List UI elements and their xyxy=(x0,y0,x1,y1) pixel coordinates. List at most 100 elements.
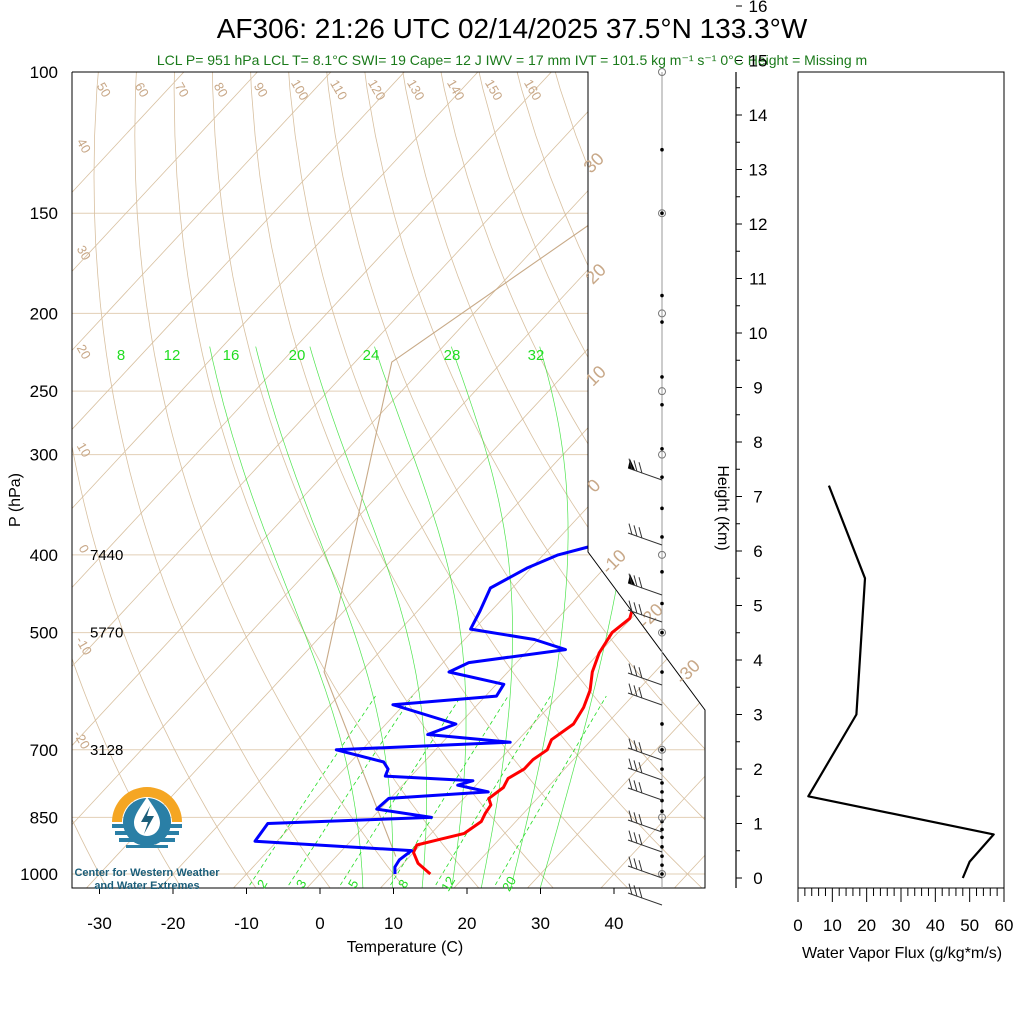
water-vapor-flux-line xyxy=(807,485,995,879)
isotherm-line xyxy=(72,72,586,888)
wind-level-dot xyxy=(660,854,664,858)
wind-barb-feather xyxy=(638,860,643,872)
calm-wind-circle xyxy=(658,387,666,396)
height-tick-label: 2 xyxy=(753,760,762,779)
moist-adiabat-line xyxy=(255,346,394,888)
dry-adiabat-line xyxy=(72,72,110,888)
isotherm-line xyxy=(745,35,1024,891)
pressure-tick-label: 300 xyxy=(30,446,58,465)
temperature-tick-label: 0 xyxy=(315,914,324,933)
wind-barb-feather xyxy=(638,462,643,474)
wind-level-dot xyxy=(660,767,664,771)
isotherm-label-right: 20 xyxy=(582,260,610,288)
wind-barb-feather xyxy=(638,834,643,846)
height-tick-label: 16 xyxy=(749,0,768,16)
moist-adiabat-label: 24 xyxy=(363,347,380,364)
wind-barb-feather xyxy=(638,527,643,539)
wind-level-dot xyxy=(660,747,664,752)
wind-barb-shaft xyxy=(627,892,663,906)
isotherm-line xyxy=(450,72,705,888)
isotherm-line xyxy=(671,72,705,888)
wind-barb-feather xyxy=(628,883,633,895)
wind-barb-feather xyxy=(638,762,643,774)
wind-level-dot xyxy=(660,601,664,606)
temperature-tick-label: -10 xyxy=(234,914,259,933)
wind-barb-feather xyxy=(633,740,638,752)
moist-adiabat-line xyxy=(509,346,569,888)
wind-barb-feather xyxy=(633,460,638,472)
isotherm-line xyxy=(230,72,705,888)
skewt-frame xyxy=(71,71,706,889)
water-drop-sun-logo-icon xyxy=(112,787,182,848)
isotherm-line xyxy=(524,72,705,888)
wind-barb-shaft xyxy=(627,767,663,781)
dry-adiabat-line xyxy=(433,72,705,888)
isotherm-label-right: 10 xyxy=(582,362,610,390)
wind-level-dot xyxy=(660,293,664,298)
height-tick-label: 11 xyxy=(749,270,767,289)
moist-adiabat-label: 20 xyxy=(289,347,306,364)
wind-barb-shaft xyxy=(627,532,663,546)
flux-axis-title: Water Vapor Flux (g/kg*m/s) xyxy=(802,945,1002,962)
wind-barb-shaft xyxy=(627,609,663,623)
calm-wind-circle xyxy=(658,745,666,754)
wind-barb-feather xyxy=(628,778,633,790)
flux-tick-label: 60 xyxy=(995,916,1014,935)
dry-adiabat-label: 140 xyxy=(444,77,468,103)
chart-title: AF306: 21:26 UTC 02/14/2025 37.5°N 133.3… xyxy=(217,13,808,44)
wind-level-dot xyxy=(660,835,664,840)
dry-adiabat-label: 90 xyxy=(251,80,271,100)
wind-barb-feather xyxy=(638,667,643,679)
height-tick-label: 14 xyxy=(749,106,768,125)
wind-barb-shaft xyxy=(627,839,663,853)
calm-wind-circle xyxy=(658,813,666,822)
wind-barb-feather xyxy=(628,663,633,675)
wind-barb-shaft xyxy=(627,747,663,761)
height-tick-label: 10 xyxy=(749,324,768,343)
dry-adiabat-line xyxy=(544,72,705,888)
dry-adiabat-label: 50 xyxy=(94,80,114,100)
pressure-tick-label: 850 xyxy=(30,808,58,827)
wind-level-dot xyxy=(660,446,664,451)
isotherm-line xyxy=(377,72,705,888)
isotherm-label-right: 30 xyxy=(580,149,608,177)
height-tick-label: 15 xyxy=(749,52,768,71)
isotherm-line xyxy=(156,72,705,888)
temperature-tick-label: 40 xyxy=(605,914,624,933)
wind-level-dot xyxy=(660,630,664,635)
wind-level-dot xyxy=(660,320,664,324)
height-tick-label: 0 xyxy=(753,869,762,888)
wind-barb-shaft xyxy=(627,819,663,833)
logo-line1: Center for Western Weather xyxy=(74,867,220,879)
mixing-ratio-line xyxy=(336,695,462,888)
flux-axes: 0 10 20 30 40 50 60 xyxy=(793,888,1013,935)
wind-barb-feather xyxy=(628,830,633,842)
dry-adiabat-line xyxy=(72,72,259,888)
moist-adiabat-line xyxy=(209,346,364,888)
wind-level-dot xyxy=(660,475,664,479)
chart-subtitle: LCL P= 951 hPa LCL T= 8.1°C SWI= 19 Cape… xyxy=(157,52,867,68)
flux-tick-label: 50 xyxy=(960,916,979,935)
wind-barb-feather xyxy=(638,887,643,899)
isotherm-line xyxy=(72,72,439,888)
isotherm-label-left: 20 xyxy=(74,342,94,362)
wind-barb-feather xyxy=(628,683,633,695)
wind-barb-feather xyxy=(638,577,643,589)
moist-adiabat-label: 12 xyxy=(164,347,181,364)
dry-adiabat-line xyxy=(470,72,705,888)
flux-tick-label: 20 xyxy=(857,916,876,935)
height-tick-label: 1 xyxy=(753,815,762,834)
wind-barb-feather xyxy=(628,573,633,585)
pressure-tick-label: 400 xyxy=(30,546,58,565)
height-annotation: 7440 xyxy=(90,547,123,564)
mixing-ratio-label: 20 xyxy=(499,874,519,894)
pressure-axis-title: P (hPa) xyxy=(7,473,24,527)
temperature-axis-title: Temperature (C) xyxy=(347,939,463,956)
calm-wind-circle xyxy=(658,628,666,637)
wind-level-dot xyxy=(660,863,664,867)
wind-level-dot xyxy=(660,872,664,876)
flux-tick-label: 10 xyxy=(823,916,842,935)
